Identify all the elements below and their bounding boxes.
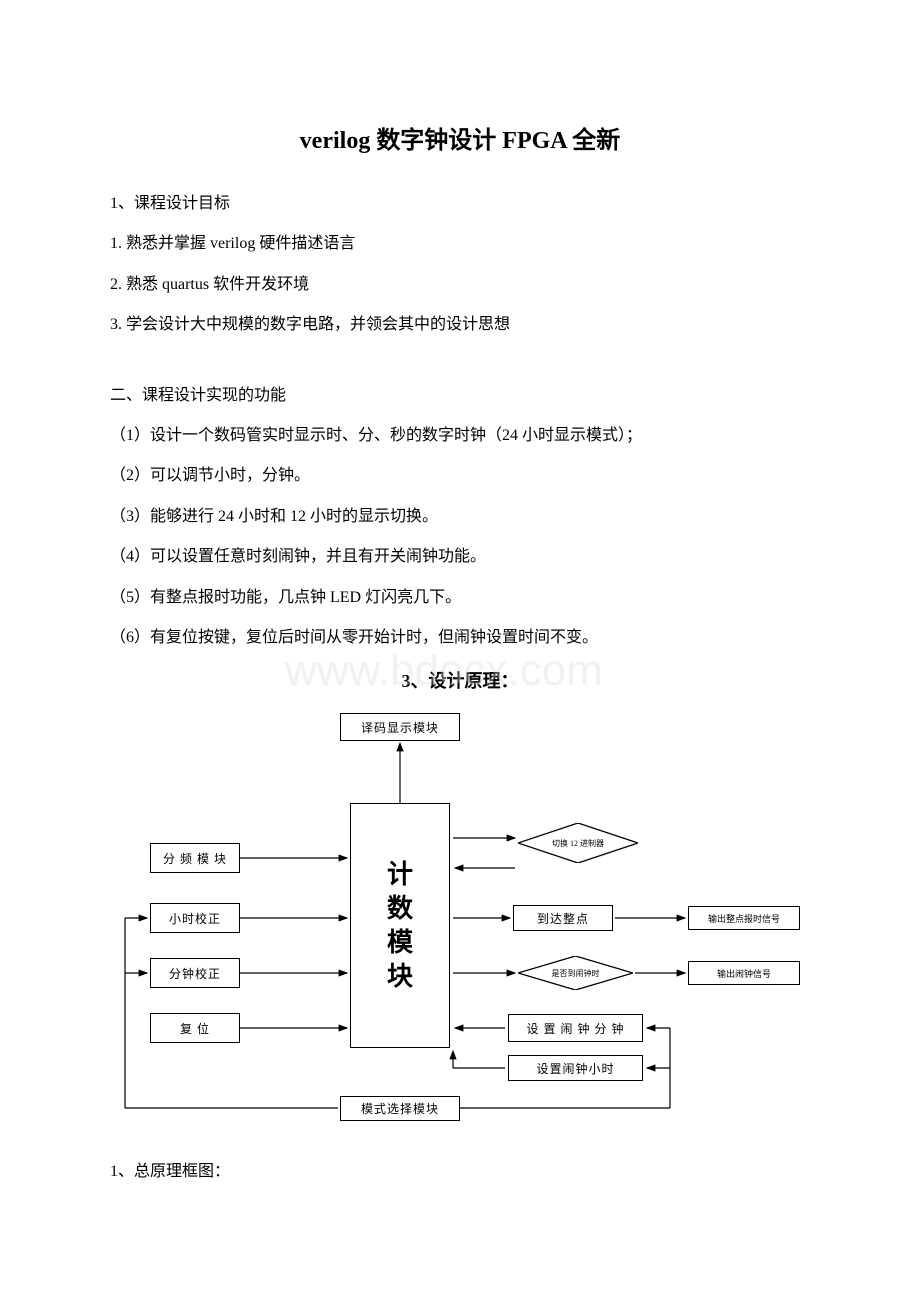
section2-item: （3）能够进行 24 小时和 12 小时的显示切换。 [110,498,810,536]
diagram-left-box: 分钟校正 [150,958,240,988]
diagram-output-box: 输出闹钟信号 [688,961,800,985]
diagram-label: 译码显示模块 [361,719,439,736]
diagram-mid-box: 到达整点 [513,905,613,931]
footer-text: 1、总原理框图： [110,1153,810,1191]
diagram-left-box: 小时校正 [150,903,240,933]
section2-item: （5）有整点报时功能，几点钟 LED 灯闪亮几下。 [110,579,810,617]
diagram-output-box: 输出整点报时信号 [688,906,800,930]
diagram-label: 分 频 模 块 [163,850,227,867]
page-title: verilog 数字钟设计 FPGA 全新 [110,120,810,155]
diagram-label: 复 位 [180,1020,210,1037]
diagram-label: 数 [387,892,413,926]
section1-heading: 1、课程设计目标 [110,185,810,223]
diagram-label: 块 [387,960,413,994]
section2-item: （4）可以设置任意时刻闹钟，并且有开关闹钟功能。 [110,538,810,576]
diagram-label: 模 [387,926,413,960]
diagram-right-box: 设置闹钟小时 [508,1055,643,1081]
diagram-center-box: 计 数 模 块 [350,803,450,1048]
diagram-left-box: 分 频 模 块 [150,843,240,873]
section2-item: （1）设计一个数码管实时显示时、分、秒的数字时钟（24 小时显示模式）； [110,417,810,455]
diagram-top-box: 译码显示模块 [340,713,460,741]
section1-item: 3. 学会设计大中规模的数字电路，并领会其中的设计思想 [110,306,810,344]
diagram-label: 分钟校正 [169,965,221,982]
diagram-label: 输出整点报时信号 [708,912,780,925]
diagram-left-box: 复 位 [150,1013,240,1043]
section2-item: （6）有复位按键，复位后时间从零开始计时，但闹钟设置时间不变。 [110,619,810,657]
diagram-label: 小时校正 [169,910,221,927]
diagram-label: 切换 12 进制器 [552,838,604,849]
section1-item: 1. 熟悉并掌握 verilog 硬件描述语言 [110,225,810,263]
diagram-label: 设 置 闹 钟 分 钟 [526,1020,624,1037]
diagram-right-box: 设 置 闹 钟 分 钟 [508,1014,643,1042]
diagram-diamond: 切换 12 进制器 [518,823,638,863]
diagram-label: 输出闹钟信号 [717,967,771,980]
section3-title: 3、设计原理： [110,667,810,693]
diagram-label: 模式选择模块 [361,1100,439,1117]
section1-item: 2. 熟悉 quartus 软件开发环境 [110,266,810,304]
diagram-label: 设置闹钟小时 [536,1060,614,1077]
section2-item: （2）可以调节小时，分钟。 [110,457,810,495]
diagram-label: 是否到闹钟时 [552,968,600,979]
diagram-diamond: 是否到闹钟时 [518,956,633,990]
diagram-label: 到达整点 [537,910,589,927]
diagram-label: 计 [387,858,413,892]
section2-heading: 二、课程设计实现的功能 [110,377,810,415]
block-diagram: 译码显示模块 计 数 模 块 分 频 模 块 小时校正 分钟校正 复 位 模式选… [110,708,810,1138]
diagram-bottom-box: 模式选择模块 [340,1096,460,1121]
